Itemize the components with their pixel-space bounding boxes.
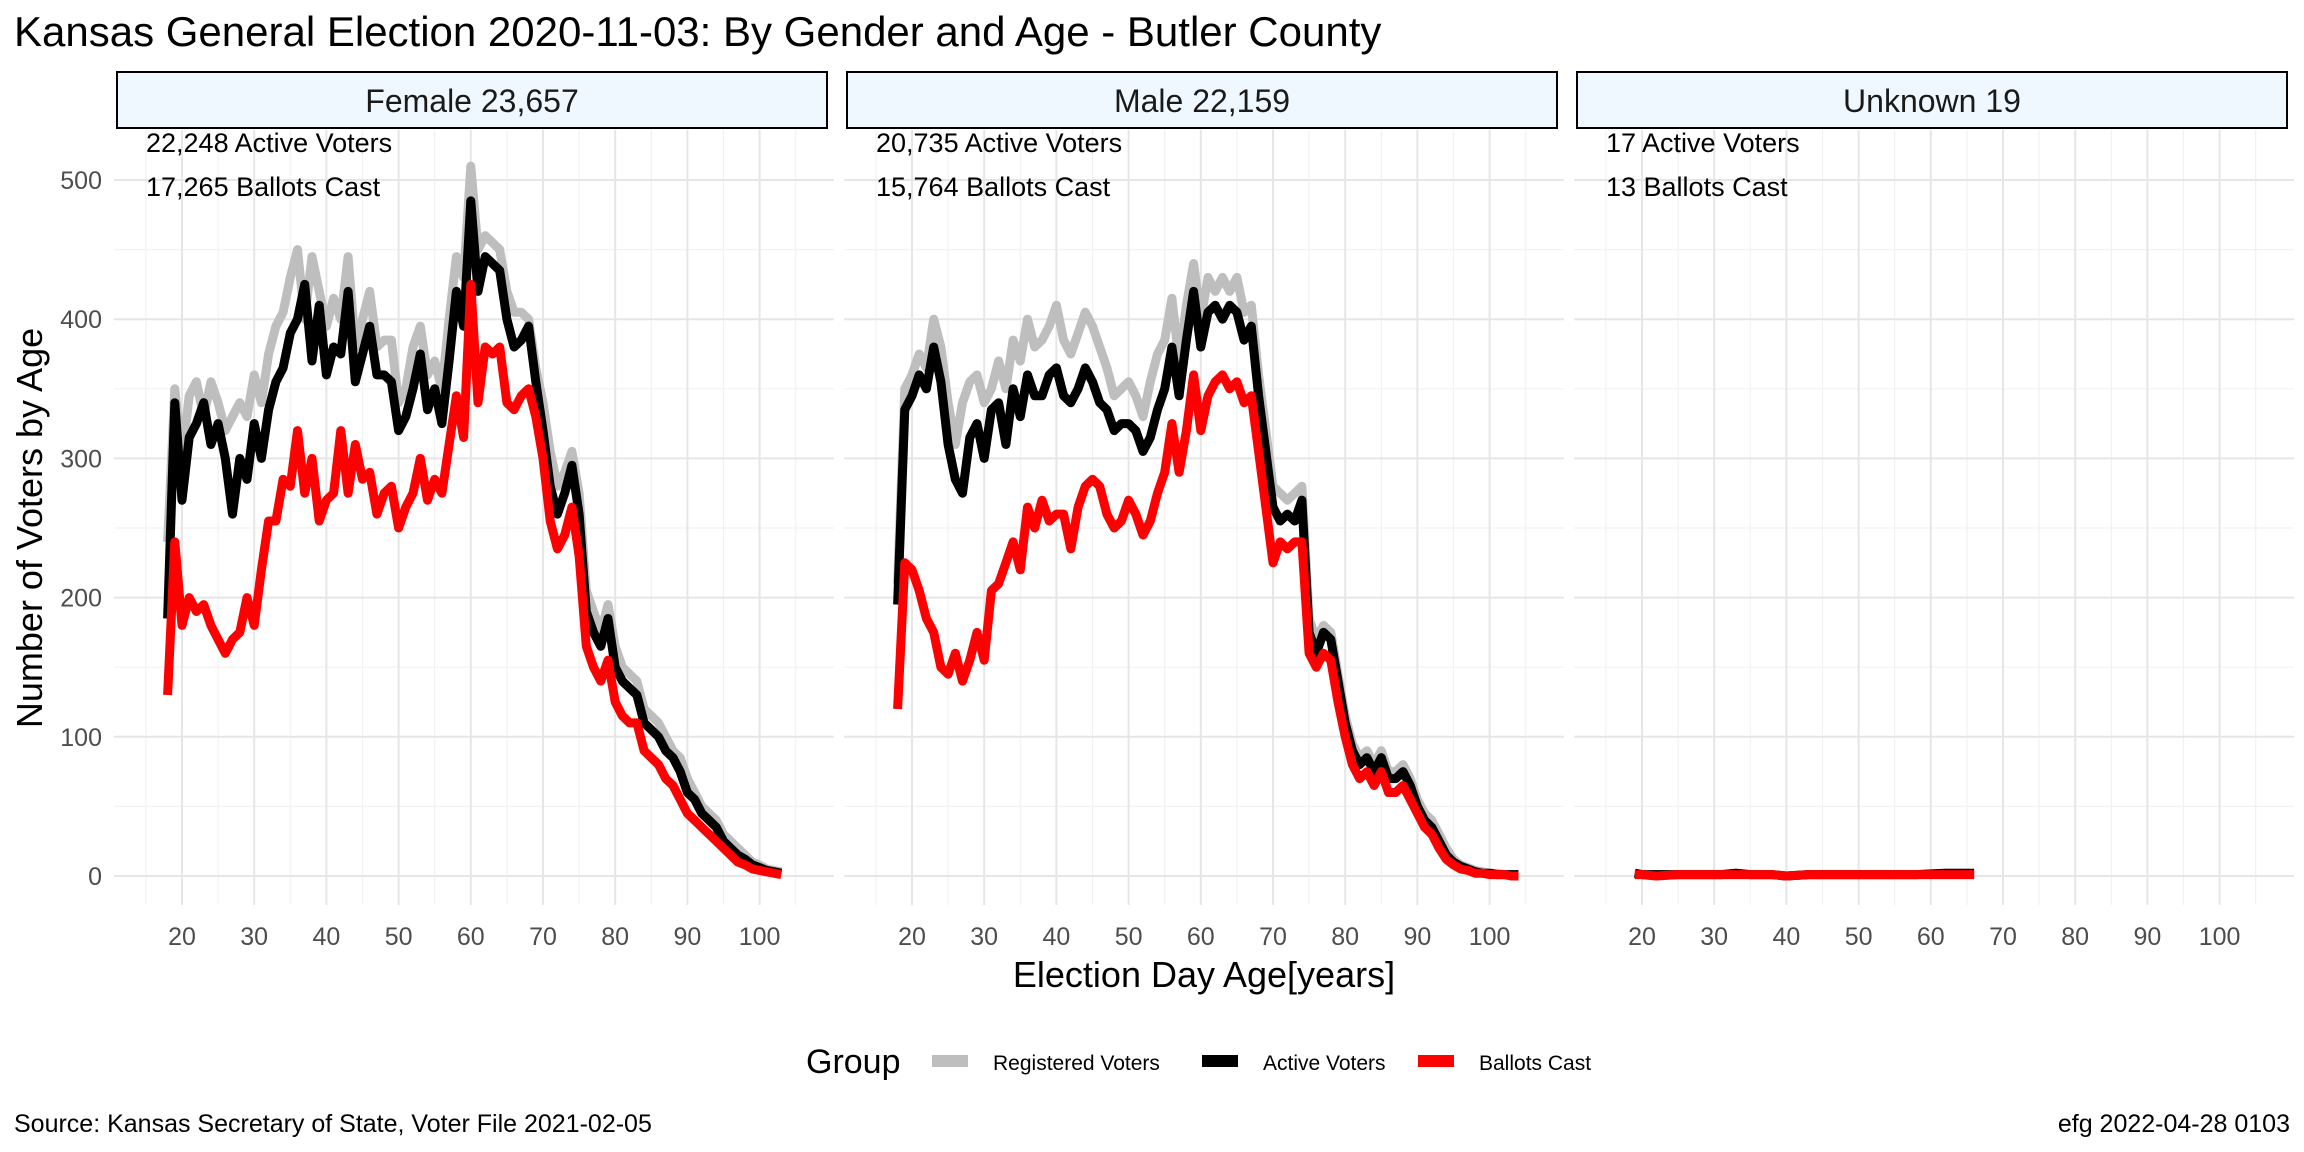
- legend: Group Registered Voters Active Voters Ballo…: [806, 1043, 1591, 1081]
- x-tick-label: 80: [2061, 923, 2089, 951]
- facet-panel-unknown-19: Unknown 19 17 Active Voters 13 Ballots Cas…: [1574, 71, 2294, 951]
- legend-label-registered-voters: Registered Voters: [993, 1052, 1160, 1075]
- timestamp-note: efg 2022-04-28 0103: [2057, 1110, 2290, 1138]
- x-tick-label: 90: [1403, 923, 1431, 951]
- x-tick-label: 100: [739, 923, 781, 951]
- y-tick-label: 0: [88, 863, 102, 891]
- y-tick-label: 300: [60, 445, 102, 473]
- facet-annotation: 22,248 Active Voters: [146, 128, 392, 158]
- x-tick-label: 40: [1042, 923, 1070, 951]
- series-line-active-voters: [163, 196, 783, 878]
- series-line-registered-voters: [893, 259, 1519, 880]
- x-tick-label: 100: [2199, 923, 2241, 951]
- legend-title: Group: [806, 1043, 901, 1081]
- x-tick-label: 80: [1331, 923, 1359, 951]
- series-line-ballots-cast: [1634, 870, 1975, 881]
- x-tick-label: 60: [1187, 923, 1215, 951]
- x-tick-label: 90: [673, 923, 701, 951]
- x-tick-label: 20: [1628, 923, 1656, 951]
- x-tick-label: 50: [1845, 923, 1873, 951]
- x-tick-label: 20: [168, 923, 196, 951]
- legend-label-active-voters: Active Voters: [1263, 1052, 1386, 1075]
- x-tick-label: 60: [1917, 923, 1945, 951]
- y-axis-label: Number of Voters by Age: [9, 328, 50, 728]
- facet-strip: [846, 71, 1558, 129]
- facet-strip-label: Unknown 19: [1843, 83, 2021, 119]
- x-tick-label: 50: [1115, 923, 1143, 951]
- y-tick-label: 100: [60, 724, 102, 752]
- x-tick-label: 50: [385, 923, 413, 951]
- x-tick-label: 60: [457, 923, 485, 951]
- facet-strip: [116, 71, 828, 129]
- x-tick-label: 80: [601, 923, 629, 951]
- facet-annotation: 15,764 Ballots Cast: [876, 172, 1111, 202]
- facet-annotation: 17,265 Ballots Cast: [146, 172, 381, 202]
- x-tick-label: 70: [529, 923, 557, 951]
- y-tick-label: 500: [60, 167, 102, 195]
- x-tick-label: 90: [2133, 923, 2161, 951]
- legend-label-ballots-cast: Ballots Cast: [1479, 1052, 1591, 1075]
- y-tick-label: 400: [60, 306, 102, 334]
- facet-panels: Female 23,657 22,248 Active Voters 17,265 …: [60, 71, 2294, 951]
- series-line-ballots-cast: [893, 370, 1519, 881]
- y-tick-label: 200: [60, 585, 102, 613]
- source-note: Source: Kansas Secretary of State, Voter…: [14, 1110, 652, 1138]
- facet-annotation: 13 Ballots Cast: [1606, 172, 1788, 202]
- x-tick-label: 40: [1772, 923, 1800, 951]
- x-axis-label: Election Day Age[years]: [1013, 954, 1395, 995]
- facet-strip: [1576, 71, 2288, 129]
- x-tick-label: 30: [1700, 923, 1728, 951]
- facet-annotation: 17 Active Voters: [1606, 128, 1800, 158]
- facet-strip-label: Male 22,159: [1114, 83, 1290, 119]
- facet-panel-male-22-159: Male 22,159 20,735 Active Voters 15,764 Ba…: [844, 71, 1564, 951]
- facet-panel-female-23-657: Female 23,657 22,248 Active Voters 17,265 …: [114, 71, 834, 951]
- x-tick-label: 70: [1989, 923, 2017, 951]
- x-tick-label: 30: [240, 923, 268, 951]
- facet-strip-label: Female 23,657: [365, 83, 578, 119]
- x-tick-label: 40: [312, 923, 340, 951]
- x-tick-label: 20: [898, 923, 926, 951]
- series-line-ballots-cast: [163, 279, 783, 880]
- x-tick-label: 100: [1469, 923, 1511, 951]
- x-tick-label: 70: [1259, 923, 1287, 951]
- chart-title: Kansas General Election 2020-11-03: By G…: [14, 8, 1382, 55]
- facet-annotation: 20,735 Active Voters: [876, 128, 1122, 158]
- x-tick-label: 30: [970, 923, 998, 951]
